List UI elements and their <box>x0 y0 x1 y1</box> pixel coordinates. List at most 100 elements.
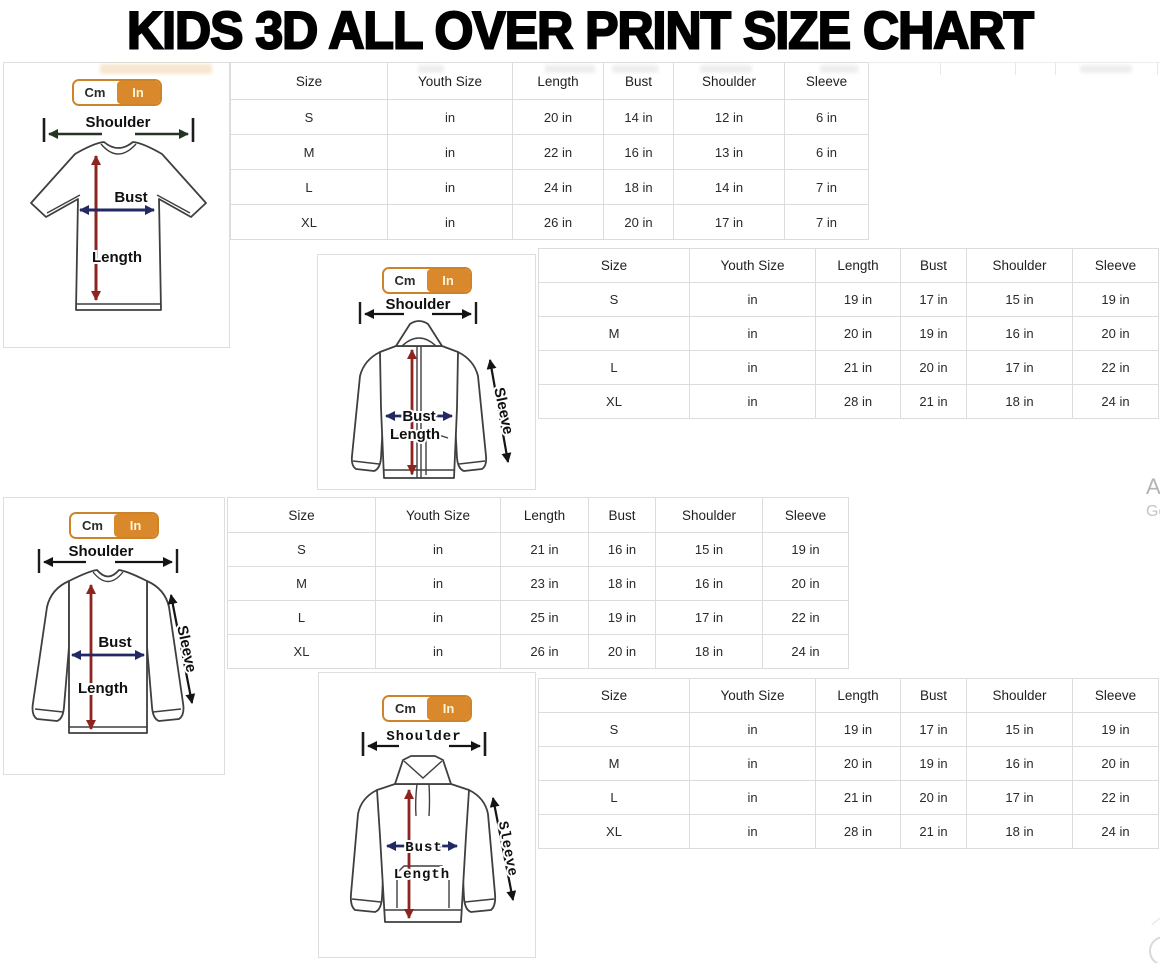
measurement-cell: in <box>690 815 816 849</box>
ghost-text <box>1080 65 1132 73</box>
measurement-cell: 15 in <box>967 713 1073 747</box>
size-label-cell: XL <box>231 205 388 240</box>
measurement-cell: 18 in <box>967 385 1073 419</box>
measurement-cell: 19 in <box>763 533 849 567</box>
watermark-line2: Go <box>1146 503 1160 520</box>
measurement-cell: 14 in <box>674 170 785 205</box>
measurement-cell: 12 in <box>674 100 785 135</box>
cutoff-widget-line <box>1151 915 1160 926</box>
cm-toggle-button[interactable]: Cm <box>73 81 117 104</box>
measurement-cell: 22 in <box>763 601 849 635</box>
measurement-cell: in <box>388 100 513 135</box>
measurement-cell: 20 in <box>816 317 901 351</box>
measurement-cell: 18 in <box>589 567 656 601</box>
column-header-size: Size <box>539 249 690 283</box>
column-header-length: Length <box>816 679 901 713</box>
measurement-cell: 13 in <box>674 135 785 170</box>
measurement-cell: 18 in <box>967 815 1073 849</box>
measurement-cell: 17 in <box>674 205 785 240</box>
column-header-size: Size <box>231 63 388 100</box>
in-toggle-button[interactable]: In <box>114 514 157 537</box>
measurement-cell: 19 in <box>816 283 901 317</box>
measurement-cell: 20 in <box>901 351 967 385</box>
measurement-cell: 20 in <box>513 100 604 135</box>
measurement-cell: in <box>690 283 816 317</box>
measurement-cell: 22 in <box>513 135 604 170</box>
size-label-cell: M <box>539 747 690 781</box>
length-label: Length <box>92 249 142 266</box>
measurement-cell: in <box>690 747 816 781</box>
measurement-cell: 21 in <box>816 781 901 815</box>
column-header-length: Length <box>816 249 901 283</box>
cm-toggle-button[interactable]: Cm <box>383 269 427 292</box>
in-toggle-button[interactable]: In <box>427 697 470 720</box>
measurement-cell: in <box>690 385 816 419</box>
measurement-cell: 19 in <box>589 601 656 635</box>
measurement-cell: 17 in <box>656 601 763 635</box>
measurement-cell: 23 in <box>501 567 589 601</box>
in-toggle-button[interactable]: In <box>116 81 160 104</box>
column-header-size: Size <box>539 679 690 713</box>
unit-toggle: Cm In <box>69 512 159 539</box>
measurement-cell: 24 in <box>513 170 604 205</box>
bust-label: Bust <box>405 840 443 856</box>
column-header-bust: Bust <box>901 679 967 713</box>
measurement-cell: 15 in <box>967 283 1073 317</box>
hoodie-diagram-panel: Cm In <box>318 672 536 958</box>
measurement-cell: 20 in <box>589 635 656 669</box>
size-label-cell: S <box>539 713 690 747</box>
shoulder-label: Shoulder <box>385 298 450 313</box>
measurement-cell: in <box>690 781 816 815</box>
size-label-cell: S <box>539 283 690 317</box>
measurement-cell: 25 in <box>501 601 589 635</box>
measurement-cell: 17 in <box>967 781 1073 815</box>
ghost-tick <box>940 62 941 75</box>
measurement-cell: 18 in <box>604 170 674 205</box>
measurement-cell: 17 in <box>967 351 1073 385</box>
zip-hoodie-measurement-diagram: Shoulder Bust Length Sleeve <box>350 298 519 479</box>
long-sleeve-measurement-diagram: Shoulder Bust Length Sleeve <box>31 543 202 734</box>
measurement-cell: 16 in <box>967 747 1073 781</box>
cutoff-circle-widget[interactable] <box>1149 936 1160 963</box>
size-label-cell: XL <box>228 635 376 669</box>
shoulder-label: Shoulder <box>68 543 133 560</box>
measurement-cell: 20 in <box>901 781 967 815</box>
column-header-shoulder: Shoulder <box>967 679 1073 713</box>
measurement-cell: in <box>388 205 513 240</box>
measurement-cell: 24 in <box>1073 385 1159 419</box>
column-header-bust: Bust <box>589 498 656 533</box>
measurement-cell: 16 in <box>604 135 674 170</box>
measurement-cell: 19 in <box>1073 713 1159 747</box>
column-header-shoulder: Shoulder <box>674 63 785 100</box>
measurement-cell: 18 in <box>656 635 763 669</box>
tshirt-measurement-diagram: Shoulder Bust Length <box>29 112 207 311</box>
measurement-cell: 24 in <box>763 635 849 669</box>
measurement-cell: in <box>376 635 501 669</box>
size-label-cell: L <box>228 601 376 635</box>
watermark-line1: A <box>1146 474 1160 499</box>
column-header-sleeve: Sleeve <box>763 498 849 533</box>
size-label-cell: M <box>539 317 690 351</box>
cm-toggle-button[interactable]: Cm <box>71 514 114 537</box>
column-header-youth-size: Youth Size <box>376 498 501 533</box>
measurement-cell: in <box>388 170 513 205</box>
ghost-tick <box>1157 62 1158 75</box>
measurement-cell: 17 in <box>901 283 967 317</box>
column-header-size: Size <box>228 498 376 533</box>
unit-toggle: Cm In <box>71 79 162 106</box>
size-label-cell: XL <box>539 815 690 849</box>
in-toggle-button[interactable]: In <box>426 269 470 292</box>
column-header-sleeve: Sleeve <box>1073 679 1159 713</box>
measurement-cell: 24 in <box>1073 815 1159 849</box>
measurement-cell: 19 in <box>901 747 967 781</box>
ghost-tick <box>1055 62 1056 75</box>
measurement-cell: 20 in <box>1073 747 1159 781</box>
measurement-cell: 28 in <box>816 385 901 419</box>
measurement-cell: 7 in <box>785 205 869 240</box>
column-header-sleeve: Sleeve <box>785 63 869 100</box>
cm-toggle-button[interactable]: Cm <box>384 697 427 720</box>
